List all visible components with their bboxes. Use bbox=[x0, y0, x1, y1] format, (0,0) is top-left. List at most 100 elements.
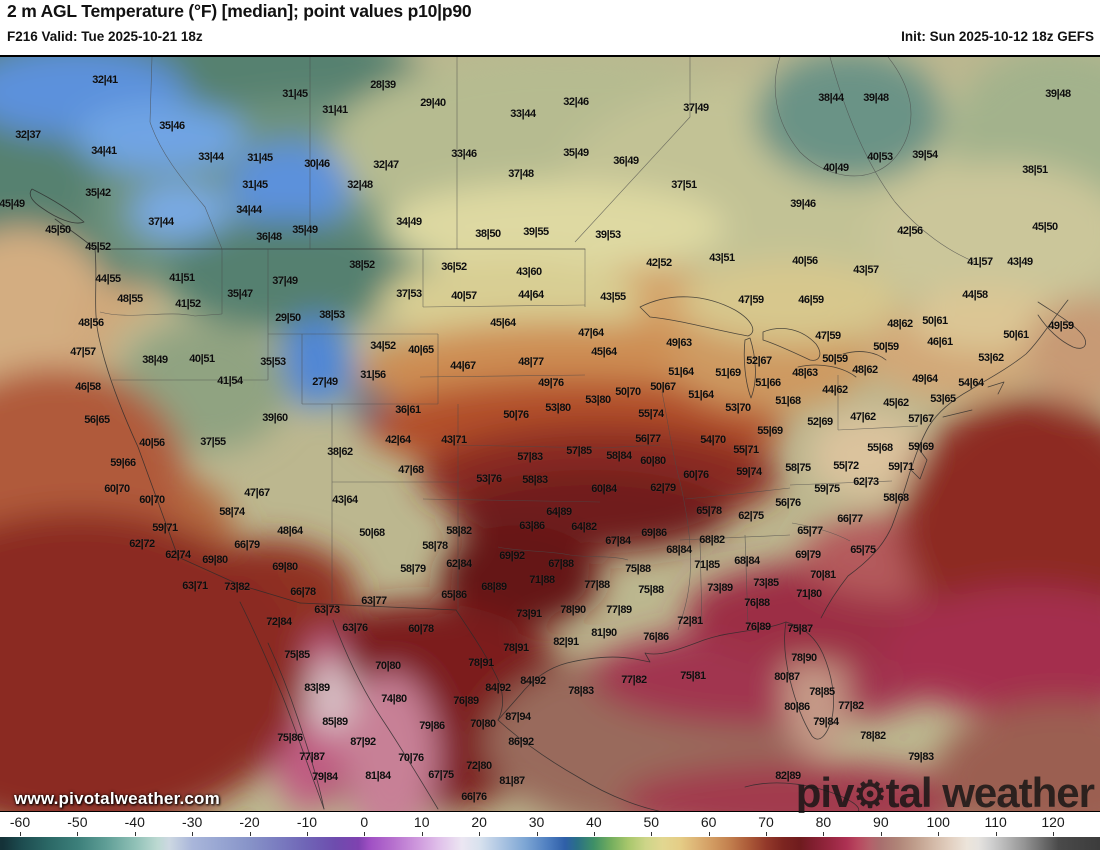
point-value: 69|80 bbox=[272, 561, 298, 573]
point-value: 47|62 bbox=[850, 411, 876, 423]
point-value: 35|53 bbox=[260, 356, 286, 368]
colorbar-tick-mark bbox=[1053, 832, 1054, 836]
point-value: 55|68 bbox=[867, 442, 893, 454]
colorbar-tick-label: 110 bbox=[984, 814, 1007, 830]
point-value: 73|85 bbox=[753, 577, 779, 589]
watermark-brand: piv⚙tal weather bbox=[796, 769, 1095, 817]
point-value: 59|71 bbox=[152, 522, 178, 534]
colorbar-tick-mark bbox=[880, 832, 882, 836]
point-value: 70|80 bbox=[375, 660, 401, 672]
point-value: 75|85 bbox=[284, 649, 310, 661]
state-province-lines bbox=[99, 57, 976, 631]
point-value: 63|76 bbox=[342, 622, 368, 634]
point-value: 66|76 bbox=[461, 791, 487, 803]
point-value: 46|58 bbox=[75, 381, 101, 393]
point-value: 65|77 bbox=[797, 525, 823, 537]
colorbar-tick-label: -20 bbox=[239, 814, 260, 830]
colorbar-tick-label: 0 bbox=[360, 814, 369, 830]
point-value: 63|73 bbox=[314, 604, 340, 616]
point-value: 53|80 bbox=[585, 394, 611, 406]
point-value: 67|75 bbox=[428, 769, 454, 781]
point-value: 62|73 bbox=[853, 476, 879, 488]
point-value: 46|59 bbox=[798, 294, 824, 306]
point-value: 39|46 bbox=[790, 198, 816, 210]
gear-icon: ⚙ bbox=[853, 774, 886, 815]
point-value: 71|85 bbox=[694, 559, 720, 571]
point-value: 44|58 bbox=[962, 289, 988, 301]
point-value: 68|89 bbox=[481, 581, 507, 593]
point-value: 37|53 bbox=[396, 288, 422, 300]
point-value: 31|56 bbox=[360, 369, 386, 381]
colorbar-tick-mark bbox=[766, 832, 768, 836]
point-value: 59|75 bbox=[814, 483, 840, 495]
point-value: 41|57 bbox=[967, 256, 993, 268]
colorbar-tick-label: -10 bbox=[296, 814, 318, 830]
point-value: 30|46 bbox=[304, 158, 330, 170]
point-value: 52|67 bbox=[746, 355, 772, 367]
point-value: 34|52 bbox=[370, 340, 396, 352]
point-value: 78|90 bbox=[560, 604, 586, 616]
point-value: 31|45 bbox=[242, 179, 268, 191]
point-value: 83|89 bbox=[304, 682, 330, 694]
point-value: 38|62 bbox=[327, 446, 353, 458]
point-value: 51|64 bbox=[688, 389, 714, 401]
point-value: 38|51 bbox=[1022, 164, 1048, 176]
point-value: 50|67 bbox=[650, 381, 676, 393]
point-value: 59|69 bbox=[908, 441, 934, 453]
point-value: 57|83 bbox=[517, 451, 543, 463]
point-value: 76|89 bbox=[745, 621, 771, 633]
point-value: 69|79 bbox=[795, 549, 821, 561]
point-value: 39|60 bbox=[262, 412, 288, 424]
colorbar-tick-mark bbox=[249, 832, 251, 836]
point-value: 75|81 bbox=[680, 670, 706, 682]
point-value: 78|91 bbox=[468, 657, 494, 669]
point-value: 44|64 bbox=[518, 289, 544, 301]
point-value: 45|52 bbox=[85, 241, 111, 253]
point-value: 35|46 bbox=[159, 120, 185, 132]
point-value: 27|49 bbox=[312, 376, 338, 388]
point-value: 64|82 bbox=[571, 521, 597, 533]
colorbar-tick-label: 50 bbox=[643, 814, 660, 830]
point-value: 80|87 bbox=[774, 671, 800, 683]
point-value: 42|64 bbox=[385, 434, 411, 446]
colorbar-tick-label: 20 bbox=[471, 814, 487, 830]
point-value: 32|48 bbox=[347, 179, 373, 191]
temperature-map: 32|41 31|45 31|41 32|37 35|46 34|41 33|44 31|45… bbox=[0, 55, 1100, 816]
point-value: 56|76 bbox=[775, 497, 801, 509]
colorbar-tick-mark bbox=[823, 832, 825, 836]
colorbar-tick-label: -40 bbox=[124, 814, 145, 830]
point-value: 29|40 bbox=[420, 97, 446, 109]
colorbar-tick-label: 60 bbox=[700, 814, 717, 830]
point-value: 45|62 bbox=[883, 397, 909, 409]
point-value: 33|46 bbox=[451, 148, 477, 160]
point-value: 50|76 bbox=[503, 409, 529, 421]
point-value: 58|83 bbox=[522, 474, 548, 486]
point-value: 78|91 bbox=[503, 642, 529, 654]
point-value: 32|46 bbox=[563, 96, 589, 108]
point-value: 44|67 bbox=[450, 360, 476, 372]
point-value: 76|89 bbox=[453, 695, 479, 707]
point-value: 36|52 bbox=[441, 261, 467, 273]
watermark-url: www.pivotalweather.com bbox=[14, 789, 220, 808]
point-value: 80|86 bbox=[784, 701, 810, 713]
point-value: 51|66 bbox=[755, 377, 781, 389]
point-value: 63|86 bbox=[519, 520, 545, 532]
point-value: 40|49 bbox=[823, 162, 849, 174]
point-value: 54|70 bbox=[700, 434, 726, 446]
point-value: 57|85 bbox=[566, 445, 592, 457]
point-value: 57|67 bbox=[908, 413, 934, 425]
point-value: 62|79 bbox=[650, 482, 676, 494]
init-time: Init: Sun 2025-10-12 18z GEFS bbox=[901, 29, 1094, 44]
point-value: 53|76 bbox=[476, 473, 502, 485]
point-value: 66|77 bbox=[837, 513, 863, 525]
point-value: 65|75 bbox=[850, 544, 876, 556]
point-value: 43|60 bbox=[516, 266, 542, 278]
point-value: 58|78 bbox=[422, 540, 448, 552]
header: 2 m AGL Temperature (°F) [median]; point… bbox=[0, 0, 1100, 53]
point-value: 71|88 bbox=[529, 574, 555, 586]
point-value: 49|59 bbox=[1048, 320, 1074, 332]
point-value: 42|52 bbox=[646, 257, 672, 269]
point-value: 50|61 bbox=[922, 315, 948, 327]
point-value: 77|89 bbox=[606, 604, 632, 616]
point-value: 39|53 bbox=[595, 229, 621, 241]
